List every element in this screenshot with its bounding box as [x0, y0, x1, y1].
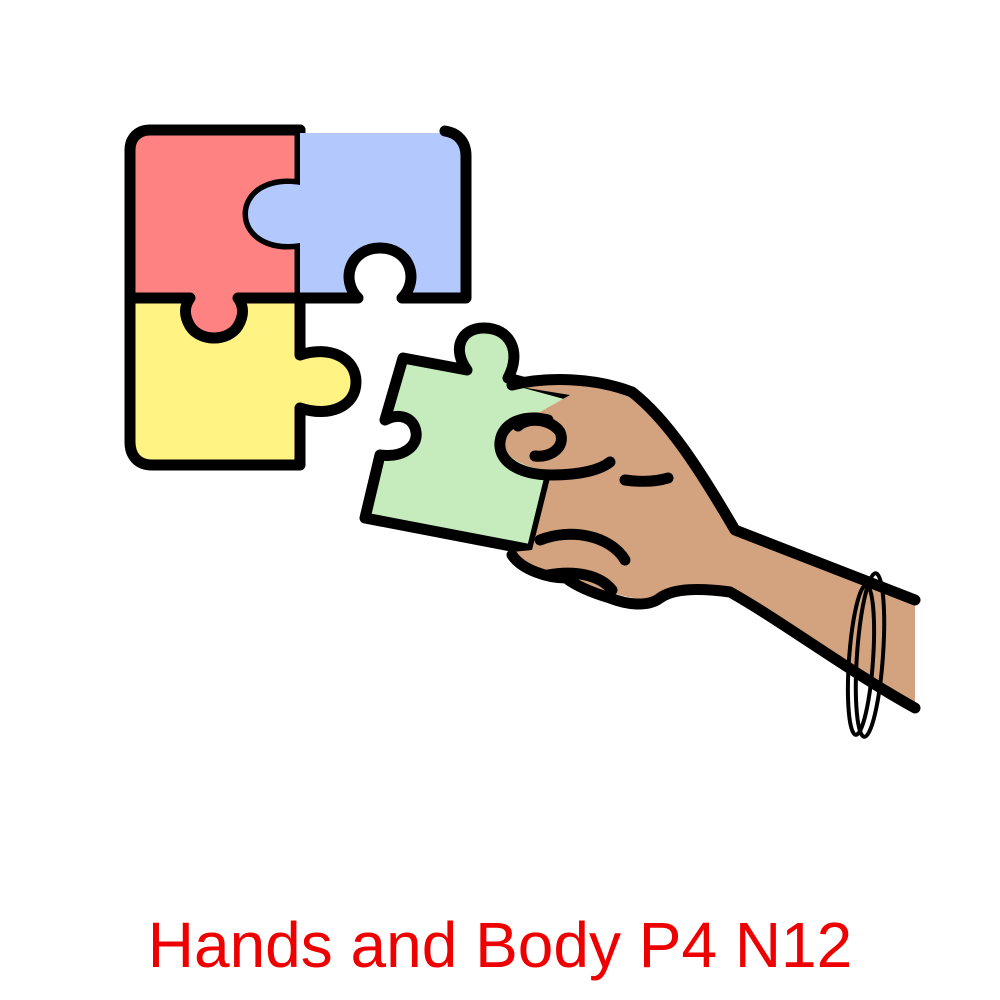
blue-puzzle-piece-icon — [248, 125, 472, 304]
finger-crease-1 — [534, 528, 631, 566]
puzzle-hand-illustration — [124, 124, 921, 739]
yellow-puzzle-piece-icon — [124, 292, 362, 471]
yellow-piece-outline — [124, 292, 362, 471]
hand-icon — [494, 374, 921, 714]
red-piece-fill — [130, 130, 300, 338]
finger-crease-3 — [542, 567, 618, 596]
red-yellow-seam — [124, 292, 306, 344]
blue-piece-fill — [248, 133, 466, 298]
pictogram-caption: Hands and Body P4 N12 — [147, 909, 853, 981]
bracelet-loop-2 — [845, 583, 877, 737]
bracelet-icon — [845, 571, 887, 739]
blue-piece-outline — [294, 125, 472, 304]
red-piece-outline — [124, 124, 306, 304]
thumbnail-outline — [512, 414, 567, 462]
bracelet-loop-1 — [853, 571, 887, 739]
hand-back-outline — [506, 374, 921, 606]
finger-crease-2 — [619, 472, 674, 487]
